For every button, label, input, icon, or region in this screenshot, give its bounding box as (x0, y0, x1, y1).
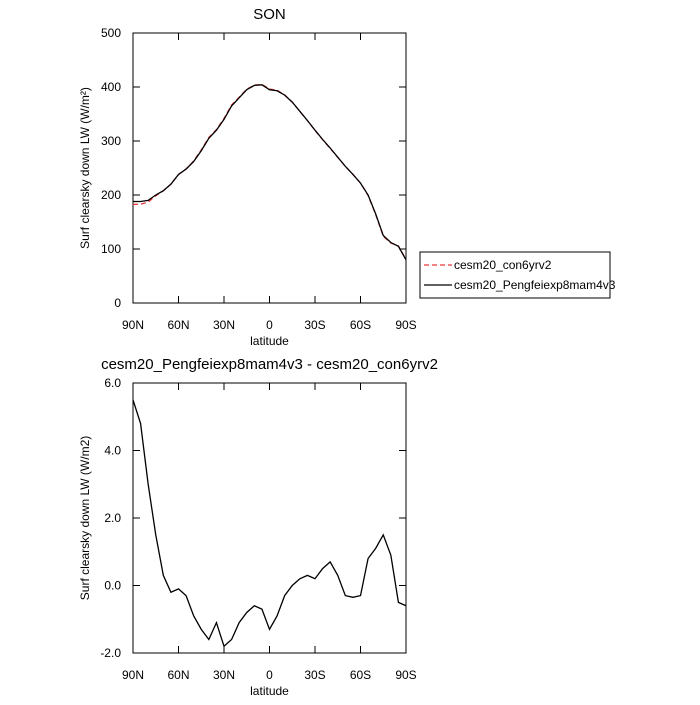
x-tick-label: 60N (167, 318, 189, 332)
legend-box (419, 251, 611, 299)
y-tick-label: 4.0 (104, 444, 121, 458)
plot-frame (132, 32, 407, 304)
x-tick-label: 90S (395, 668, 416, 682)
legend-label: cesm20_Pengfeiexp8mam4v3 (454, 278, 616, 292)
x-tick-label: 0 (266, 668, 273, 682)
x-tick-label: 90S (395, 318, 416, 332)
data-line (133, 84, 407, 261)
y-tick-label: 2.0 (104, 511, 121, 525)
data-line (132, 83, 407, 260)
x-tick-label: 30N (213, 668, 235, 682)
y-tick-label: 0.0 (104, 579, 121, 593)
x-tick-label: 60S (350, 668, 371, 682)
y-tick-label: 6.0 (104, 376, 121, 390)
x-axis-label: latitude (250, 334, 289, 348)
y-axis-label: Surf clearsky down LW (W/m²) (78, 87, 92, 249)
x-tick-label: 90N (122, 668, 144, 682)
x-tick-label: 0 (266, 318, 273, 332)
y-axis-label: Surf clearsky down LW (W/m2) (78, 436, 92, 600)
x-tick-label: 30S (304, 668, 325, 682)
legend-label: cesm20_con6yrv2 (454, 258, 552, 272)
y-tick-label: 200 (101, 188, 121, 202)
x-tick-label: 60S (350, 318, 371, 332)
y-tick-label: 400 (101, 80, 121, 94)
x-tick-label: 60N (167, 668, 189, 682)
plot-frame (132, 382, 407, 654)
x-tick-label: 30N (213, 318, 235, 332)
chart-title: SON (253, 6, 286, 23)
x-axis-label: latitude (250, 684, 289, 698)
data-line (132, 399, 407, 648)
y-tick-label: 300 (101, 134, 121, 148)
x-tick-label: 30S (304, 318, 325, 332)
x-tick-label: 90N (122, 318, 144, 332)
y-tick-label: 500 (101, 26, 121, 40)
chart-title: cesm20_Pengfeiexp8mam4v3 - cesm20_con6yr… (101, 356, 438, 373)
y-tick-label: 0 (114, 296, 121, 310)
y-tick-label: 100 (101, 242, 121, 256)
y-tick-label: -2.0 (100, 646, 121, 660)
